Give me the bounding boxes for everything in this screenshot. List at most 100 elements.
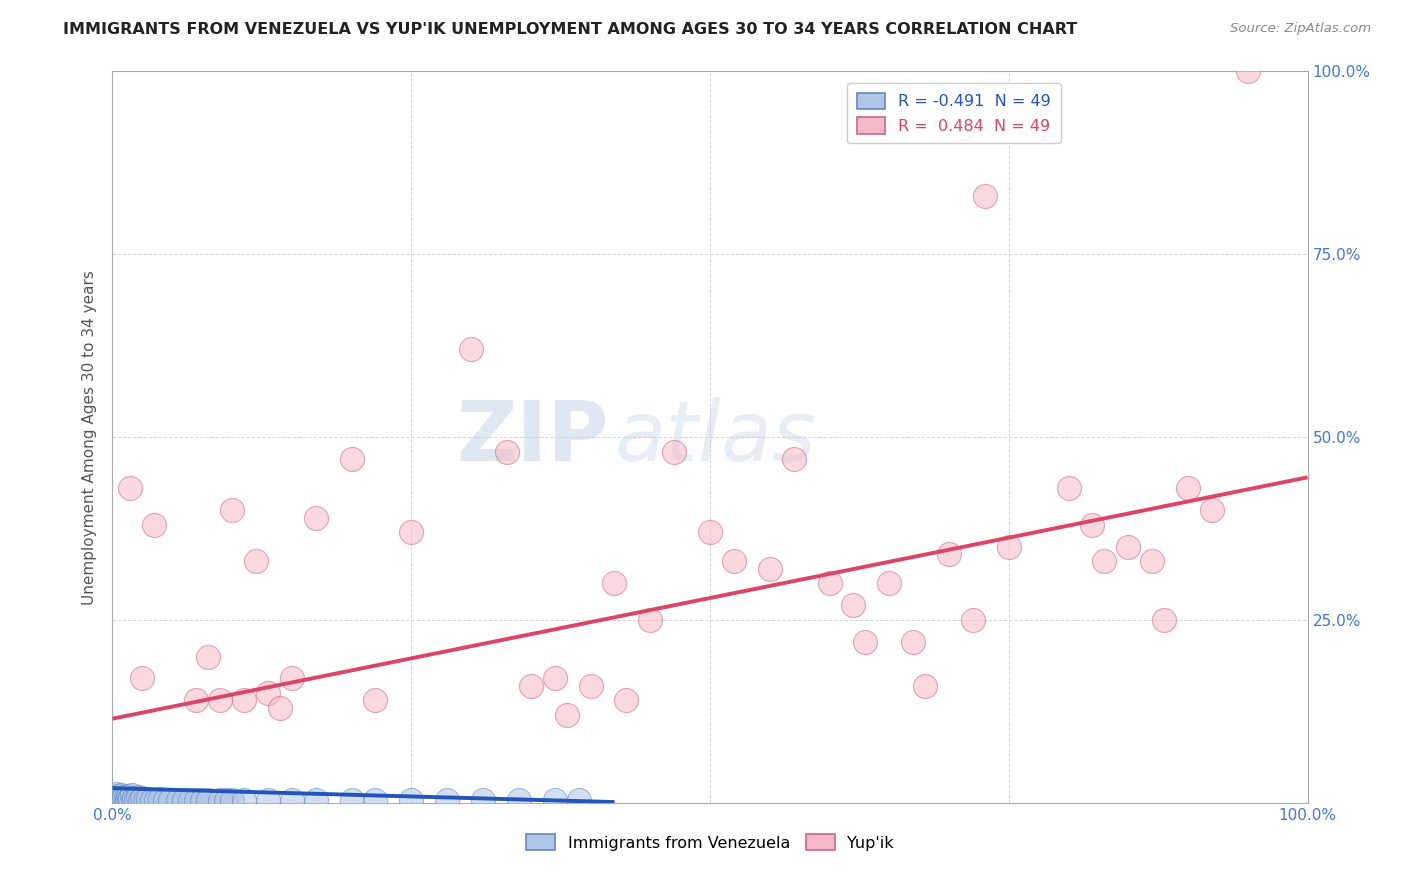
Point [1081, 517, 1104, 532]
Point [568, 793, 591, 807]
Point [879, 576, 901, 591]
Point [974, 188, 997, 202]
Point [257, 686, 280, 700]
Point [401, 525, 423, 540]
Point [167, 793, 190, 807]
Point [281, 793, 304, 807]
Point [723, 554, 745, 568]
Point [472, 793, 495, 807]
Point [186, 693, 208, 707]
Point [125, 792, 148, 806]
Point [305, 793, 328, 807]
Point [233, 693, 256, 707]
Point [114, 791, 136, 805]
Point [129, 793, 152, 807]
Point [138, 792, 160, 806]
Text: ZIP: ZIP [456, 397, 609, 477]
Point [112, 792, 135, 806]
Point [508, 793, 530, 807]
Point [186, 793, 208, 807]
Point [782, 452, 804, 467]
Point [603, 576, 626, 591]
Point [257, 793, 280, 807]
Point [640, 613, 662, 627]
Point [115, 793, 138, 807]
Point [818, 576, 841, 591]
Point [281, 672, 304, 686]
Point [108, 793, 131, 807]
Point [340, 452, 363, 467]
Point [153, 793, 176, 807]
Point [699, 525, 721, 540]
Point [110, 788, 132, 802]
Point [1237, 64, 1260, 78]
Point [209, 793, 232, 807]
Point [269, 700, 291, 714]
Point [938, 547, 960, 561]
Point [401, 793, 423, 807]
Point [1094, 554, 1116, 568]
Point [962, 613, 984, 627]
Y-axis label: Unemployment Among Ages 30 to 34 years: Unemployment Among Ages 30 to 34 years [82, 269, 97, 605]
Point [842, 599, 865, 613]
Point [555, 708, 578, 723]
Point [855, 635, 877, 649]
Point [520, 679, 543, 693]
Point [105, 787, 128, 801]
Point [118, 792, 141, 806]
Point [1118, 540, 1140, 554]
Legend: Immigrants from Venezuela, Yup'ik: Immigrants from Venezuela, Yup'ik [520, 828, 900, 857]
Point [305, 510, 328, 524]
Text: atlas: atlas [614, 397, 815, 477]
Point [543, 672, 565, 686]
Point [104, 789, 127, 804]
Point [131, 791, 153, 805]
Point [159, 793, 181, 807]
Point [197, 793, 219, 807]
Point [143, 517, 166, 532]
Point [364, 693, 387, 707]
Point [127, 789, 149, 804]
Point [179, 793, 201, 807]
Point [105, 791, 128, 805]
Point [121, 793, 143, 807]
Point [149, 792, 172, 806]
Point [114, 789, 135, 804]
Point [221, 793, 243, 807]
Point [914, 679, 936, 693]
Point [1201, 503, 1223, 517]
Point [215, 793, 238, 807]
Point [903, 635, 925, 649]
Point [145, 793, 167, 807]
Point [233, 793, 256, 807]
Point [117, 789, 139, 804]
Point [121, 788, 143, 802]
Point [120, 790, 142, 805]
Point [1057, 481, 1080, 495]
Point [209, 693, 232, 707]
Point [245, 554, 267, 568]
Point [616, 693, 638, 707]
Point [107, 789, 129, 804]
Point [1177, 481, 1199, 495]
Point [191, 793, 214, 807]
Point [436, 793, 458, 807]
Point [496, 444, 519, 458]
Point [579, 679, 602, 693]
Point [141, 793, 163, 807]
Point [111, 790, 134, 805]
Point [131, 672, 153, 686]
Point [460, 343, 482, 357]
Point [543, 793, 565, 807]
Point [1153, 613, 1175, 627]
Point [340, 793, 363, 807]
Point [759, 562, 782, 576]
Point [664, 444, 686, 458]
Point [134, 793, 156, 807]
Point [197, 649, 219, 664]
Point [364, 793, 387, 807]
Text: IMMIGRANTS FROM VENEZUELA VS YUP'IK UNEMPLOYMENT AMONG AGES 30 TO 34 YEARS CORRE: IMMIGRANTS FROM VENEZUELA VS YUP'IK UNEM… [63, 22, 1077, 37]
Point [998, 540, 1021, 554]
Point [221, 503, 243, 517]
Point [122, 791, 145, 805]
